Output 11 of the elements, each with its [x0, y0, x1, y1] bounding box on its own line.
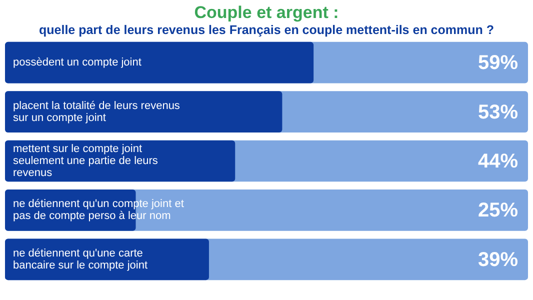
data-label: 59% [478, 52, 518, 74]
chart-subtitle: quelle part de leurs revenus les Français en couple mettent-ils en commun ? [38, 22, 495, 38]
data-label: 53% [478, 101, 518, 124]
data-label: 44% [478, 150, 518, 173]
y-tick-label: mettent sur le compte joint seulement une partie de leurs revenus [13, 143, 158, 180]
data-label: 25% [478, 200, 518, 222]
data-label: 39% [478, 248, 518, 271]
y-tick-label: possèdent un compte joint [13, 56, 142, 69]
y-tick-label: ne détiennent qu'une carte bancaire sur le compte joint [13, 247, 148, 272]
y-tick-label: placent la totalité de leurs revenus sur un compte joint [13, 100, 180, 124]
chart-title: Couple et argent : [193, 3, 340, 22]
